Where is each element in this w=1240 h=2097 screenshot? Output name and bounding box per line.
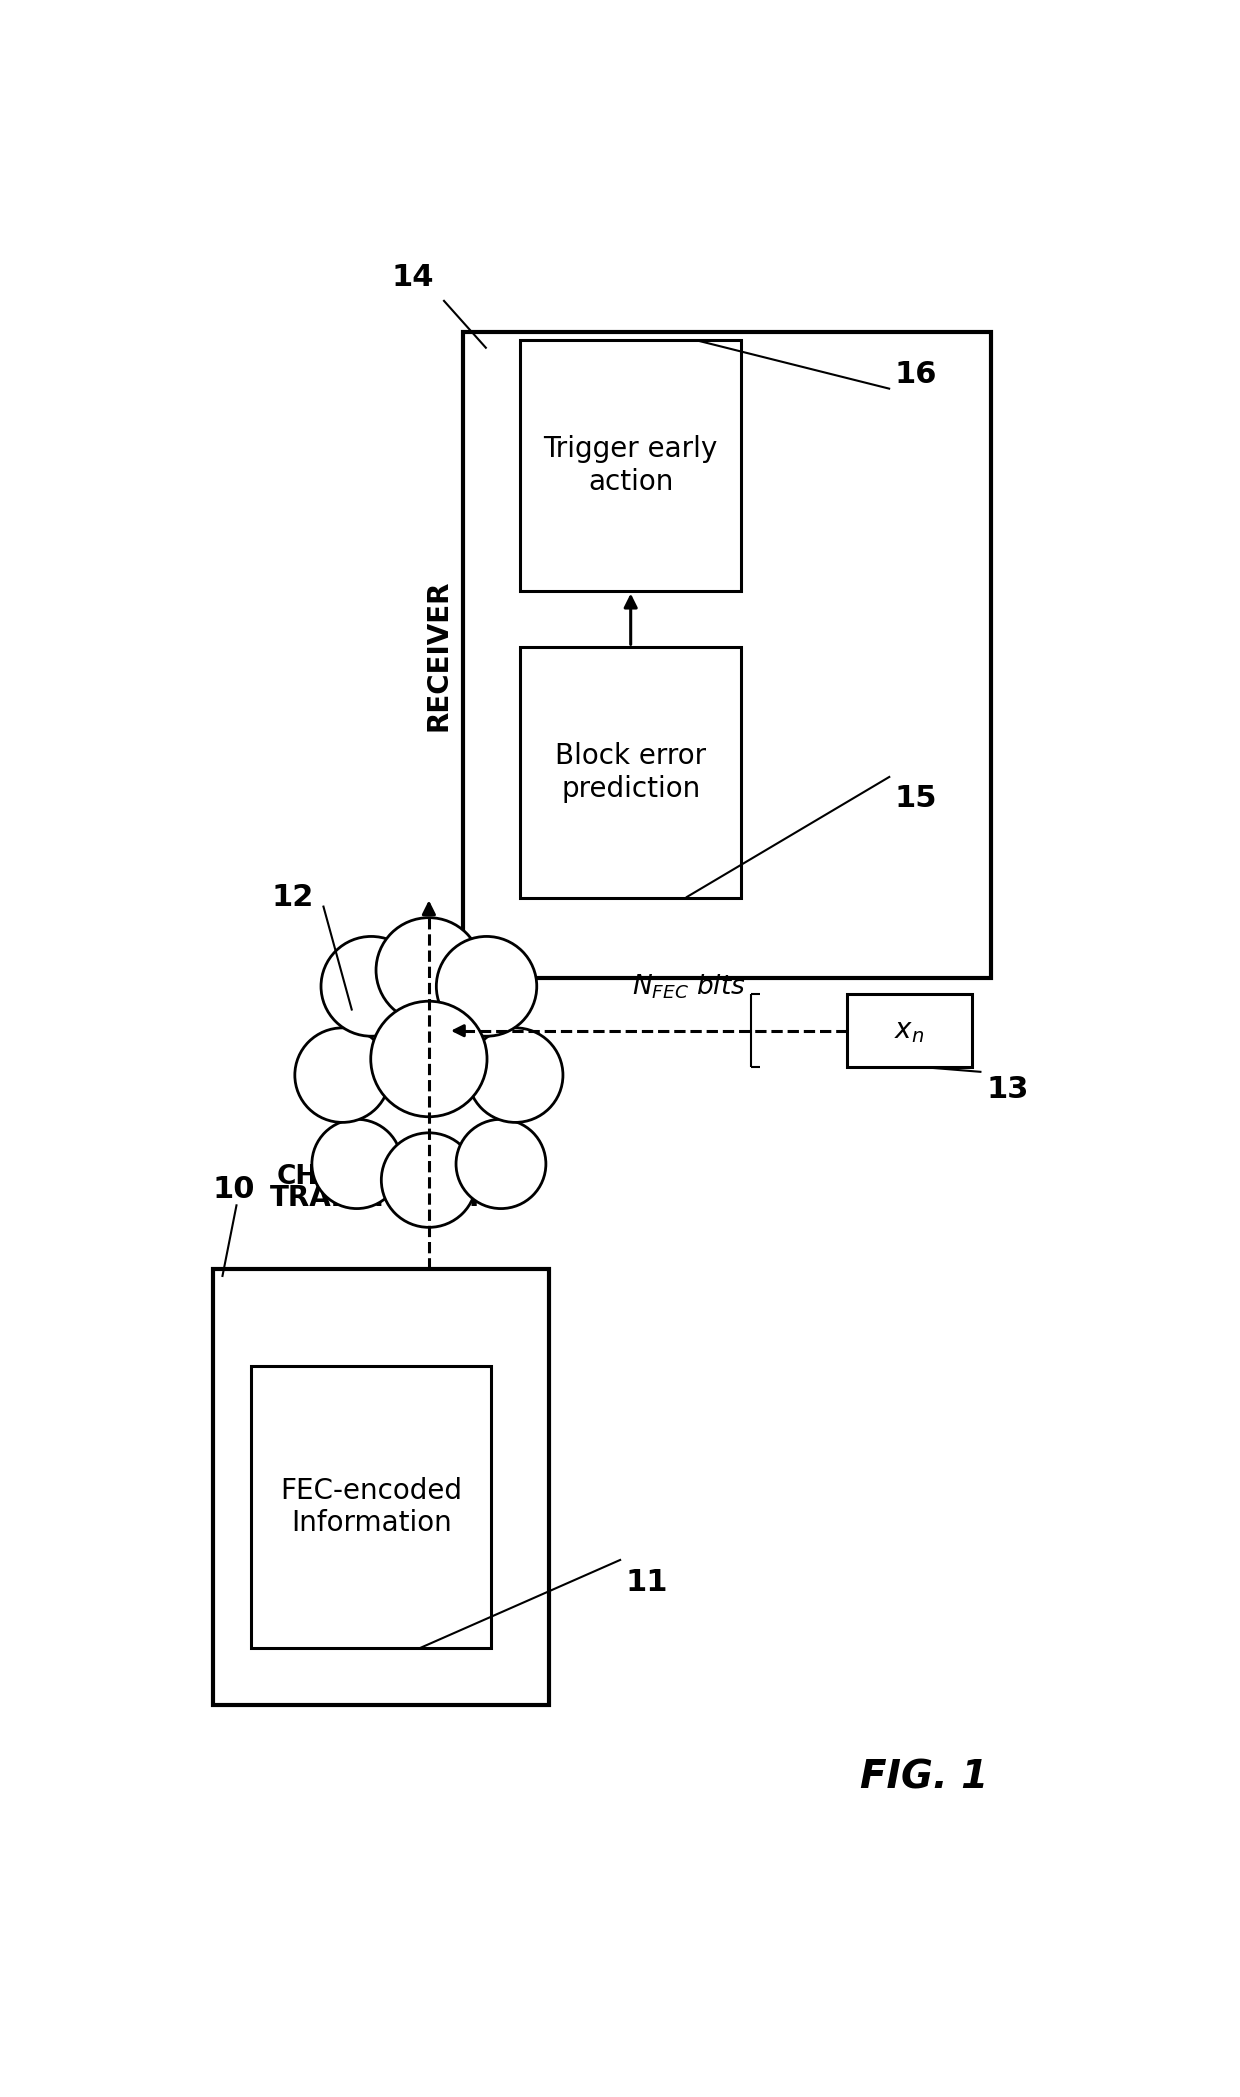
Ellipse shape bbox=[376, 918, 481, 1023]
FancyBboxPatch shape bbox=[463, 331, 991, 977]
Text: Trigger early
action: Trigger early action bbox=[543, 436, 718, 495]
Ellipse shape bbox=[456, 1120, 546, 1208]
Ellipse shape bbox=[321, 937, 422, 1036]
Text: 12: 12 bbox=[272, 883, 314, 912]
Ellipse shape bbox=[371, 1000, 487, 1118]
FancyBboxPatch shape bbox=[250, 1365, 491, 1648]
FancyBboxPatch shape bbox=[847, 994, 972, 1067]
Text: 14: 14 bbox=[391, 262, 434, 291]
Text: 13: 13 bbox=[986, 1076, 1029, 1105]
Text: TRANSMITTER: TRANSMITTER bbox=[270, 1185, 491, 1212]
Text: 15: 15 bbox=[895, 784, 937, 814]
Text: RECEIVER: RECEIVER bbox=[425, 579, 453, 732]
Ellipse shape bbox=[312, 1120, 402, 1208]
Ellipse shape bbox=[436, 937, 537, 1036]
Text: FEC-encoded
Information: FEC-encoded Information bbox=[280, 1476, 463, 1537]
Text: $N_{FEC}$ $bits$: $N_{FEC}$ $bits$ bbox=[632, 973, 746, 1000]
FancyBboxPatch shape bbox=[521, 648, 742, 898]
Text: $x_n$: $x_n$ bbox=[894, 1017, 925, 1044]
Ellipse shape bbox=[295, 1028, 389, 1122]
FancyBboxPatch shape bbox=[213, 1269, 549, 1705]
Text: Block error
prediction: Block error prediction bbox=[556, 742, 707, 803]
Ellipse shape bbox=[467, 1028, 563, 1122]
Text: 16: 16 bbox=[895, 361, 937, 388]
Text: 11: 11 bbox=[626, 1569, 668, 1596]
Text: CHANNEL: CHANNEL bbox=[277, 1164, 418, 1189]
Text: FIG. 1: FIG. 1 bbox=[859, 1759, 988, 1797]
Text: 10: 10 bbox=[213, 1174, 255, 1204]
FancyBboxPatch shape bbox=[521, 340, 742, 591]
Ellipse shape bbox=[382, 1132, 476, 1227]
